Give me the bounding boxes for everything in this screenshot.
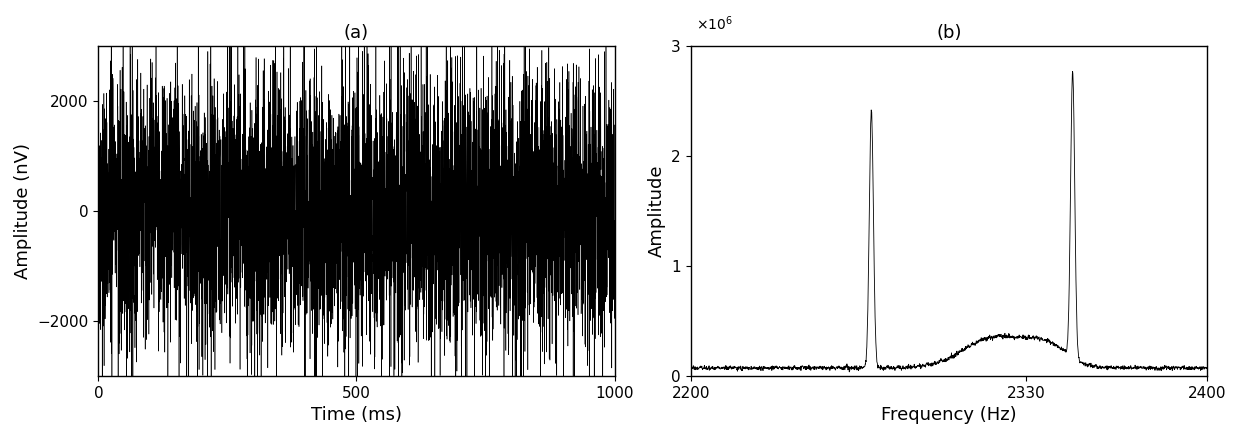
X-axis label: Frequency (Hz): Frequency (Hz): [880, 406, 1017, 424]
Y-axis label: Amplitude (nV): Amplitude (nV): [14, 143, 32, 279]
Title: (a): (a): [343, 24, 370, 42]
Title: (b): (b): [936, 24, 961, 42]
X-axis label: Time (ms): Time (ms): [311, 406, 402, 424]
Y-axis label: Amplitude: Amplitude: [647, 165, 666, 257]
Text: $\times 10^6$: $\times 10^6$: [696, 14, 733, 33]
